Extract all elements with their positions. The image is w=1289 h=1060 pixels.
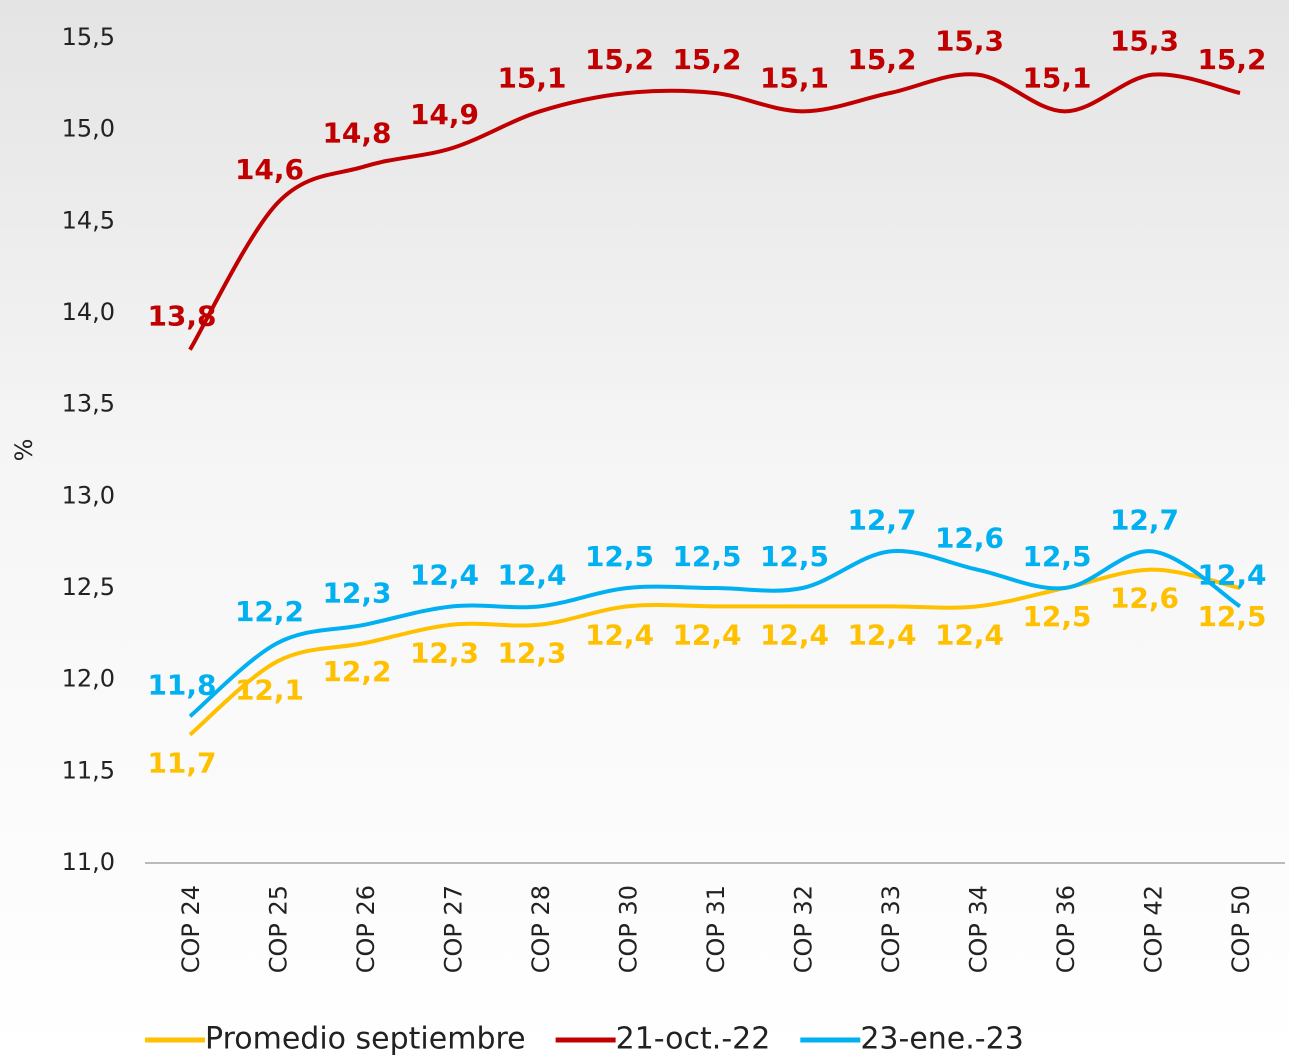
data-label: 12,5 <box>1197 600 1266 633</box>
legend-label: 21-oct.-22 <box>616 1022 771 1057</box>
data-label: 15,2 <box>847 43 916 76</box>
data-label: 15,3 <box>1110 25 1179 58</box>
data-label: 14,8 <box>322 116 391 149</box>
x-tick-label: COP 36 <box>1052 885 1080 973</box>
data-label: 15,2 <box>585 43 654 76</box>
x-tick-label: COP 26 <box>352 885 380 973</box>
data-label: 12,7 <box>1110 503 1179 536</box>
data-label: 15,1 <box>1022 61 1091 94</box>
y-tick-label: 15,5 <box>62 23 115 51</box>
x-tick-label: COP 30 <box>615 885 643 973</box>
data-label: 12,5 <box>1022 600 1091 633</box>
data-label: 12,2 <box>322 655 391 688</box>
data-label: 12,4 <box>847 618 916 651</box>
data-label: 12,7 <box>847 503 916 536</box>
data-label: 15,2 <box>672 43 741 76</box>
data-label: 12,6 <box>1110 582 1179 615</box>
data-label: 15,3 <box>935 25 1004 58</box>
chart: % 11,0 11,5 12,0 12,5 13,0 13,5 14,0 14,5 15,0 15… <box>0 0 1289 1060</box>
y-tick-label: 13,5 <box>62 390 115 418</box>
data-label: 11,7 <box>147 747 216 780</box>
y-tick-label: 11,0 <box>62 848 115 876</box>
data-label: 15,1 <box>760 61 829 94</box>
data-label: 15,2 <box>1197 43 1266 76</box>
data-label: 12,4 <box>497 558 566 591</box>
y-tick-label: 12,5 <box>62 573 115 601</box>
data-label: 12,4 <box>1197 558 1266 591</box>
x-tick-label: COP 34 <box>965 885 993 973</box>
data-label: 14,6 <box>235 153 304 186</box>
data-label: 14,9 <box>410 98 479 131</box>
data-label: 13,8 <box>147 300 216 333</box>
y-tick-label: 12,0 <box>62 665 115 693</box>
data-label: 12,4 <box>672 618 741 651</box>
data-label: 12,3 <box>497 637 566 670</box>
data-label: 12,3 <box>322 577 391 610</box>
data-label: 12,4 <box>935 618 1004 651</box>
y-tick-label: 13,0 <box>62 481 115 509</box>
legend-label: 23-ene.-23 <box>860 1022 1023 1057</box>
x-tick-label: COP 27 <box>440 885 468 973</box>
y-tick-label: 14,5 <box>62 206 115 234</box>
data-label: 12,5 <box>585 540 654 573</box>
x-tick-label: COP 32 <box>790 885 818 973</box>
data-label: 12,5 <box>760 540 829 573</box>
y-axis-label: % <box>10 439 38 462</box>
x-tick-label: COP 42 <box>1140 885 1168 973</box>
data-label: 12,3 <box>410 637 479 670</box>
x-tick-label: COP 25 <box>265 885 293 973</box>
x-tick-label: COP 33 <box>877 885 905 973</box>
data-label: 12,5 <box>1022 540 1091 573</box>
y-tick-label: 14,0 <box>62 298 115 326</box>
data-label: 12,2 <box>235 595 304 628</box>
x-tick-label: COP 28 <box>527 885 555 973</box>
data-label: 12,6 <box>935 522 1004 555</box>
y-tick-label: 15,0 <box>62 115 115 143</box>
x-tick-label: COP 50 <box>1227 885 1255 973</box>
data-label: 12,4 <box>585 618 654 651</box>
data-label: 15,1 <box>497 61 566 94</box>
data-label: 12,4 <box>410 558 479 591</box>
y-tick-label: 11,5 <box>62 756 115 784</box>
x-tick-label: COP 24 <box>177 885 205 973</box>
data-label: 12,4 <box>760 618 829 651</box>
data-label: 12,1 <box>235 673 304 706</box>
data-label: 12,5 <box>672 540 741 573</box>
x-tick-label: COP 31 <box>702 885 730 973</box>
legend-label: Promedio septiembre <box>205 1022 526 1057</box>
data-label: 11,8 <box>147 668 216 701</box>
